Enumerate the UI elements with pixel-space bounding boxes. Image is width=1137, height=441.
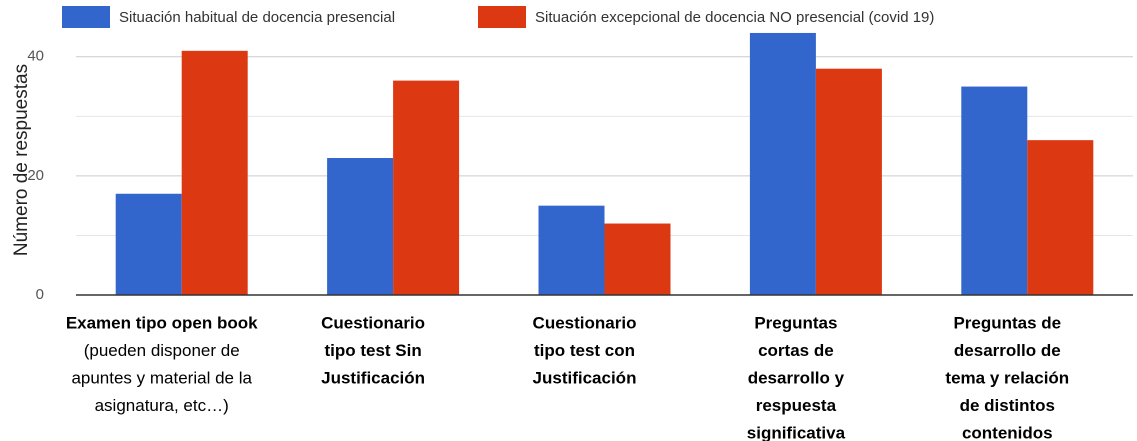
legend-swatch	[62, 6, 110, 28]
x-tick-label: tipo test con	[534, 341, 635, 360]
x-tick-label: respuesta	[756, 396, 837, 415]
bar	[327, 158, 394, 295]
x-tick-label: de distintos	[960, 396, 1055, 415]
x-tick-label: Justificación	[533, 368, 637, 387]
x-tick-label: Examen tipo open book	[66, 313, 258, 332]
bar	[961, 86, 1028, 295]
x-tick-label: significativa	[747, 423, 846, 441]
x-tick-label: Cuestionario	[321, 313, 425, 332]
bar	[181, 50, 248, 296]
x-tick-label: contenidos	[962, 423, 1053, 441]
bar	[815, 68, 882, 295]
x-tick-label: cortas de	[758, 341, 834, 360]
legend-swatch	[478, 6, 526, 28]
x-tick-label: apuntes y material de la	[71, 368, 252, 387]
x-tick-label: Cuestionario	[533, 313, 637, 332]
x-tick-label: Preguntas	[754, 313, 837, 332]
x-tick-label: (pueden disponer de	[84, 341, 240, 360]
x-tick-label: Justificación	[321, 368, 425, 387]
bar	[1027, 140, 1094, 295]
y-tick-label: 40	[27, 48, 44, 65]
x-tick-label: tipo test Sin	[324, 341, 421, 360]
bar	[749, 32, 816, 295]
x-tick-label: desarrollo y	[748, 368, 845, 387]
y-tick-label: 0	[36, 286, 44, 303]
bar	[538, 205, 605, 295]
y-axis-title: Número de respuestas	[11, 64, 32, 256]
bar	[604, 223, 671, 295]
x-tick-label: asignatura, etc…)	[95, 396, 229, 415]
bar	[115, 193, 182, 295]
y-tick-label: 20	[27, 167, 44, 184]
legend-label: Situación excepcional de docencia NO pre…	[535, 9, 934, 26]
bar	[393, 80, 460, 295]
x-tick-label: desarrollo de	[954, 341, 1061, 360]
x-tick-label: Preguntas de	[953, 313, 1061, 332]
x-tick-label: tema y relación	[945, 368, 1069, 387]
legend-label: Situación habitual de docencia presencia…	[119, 9, 395, 26]
